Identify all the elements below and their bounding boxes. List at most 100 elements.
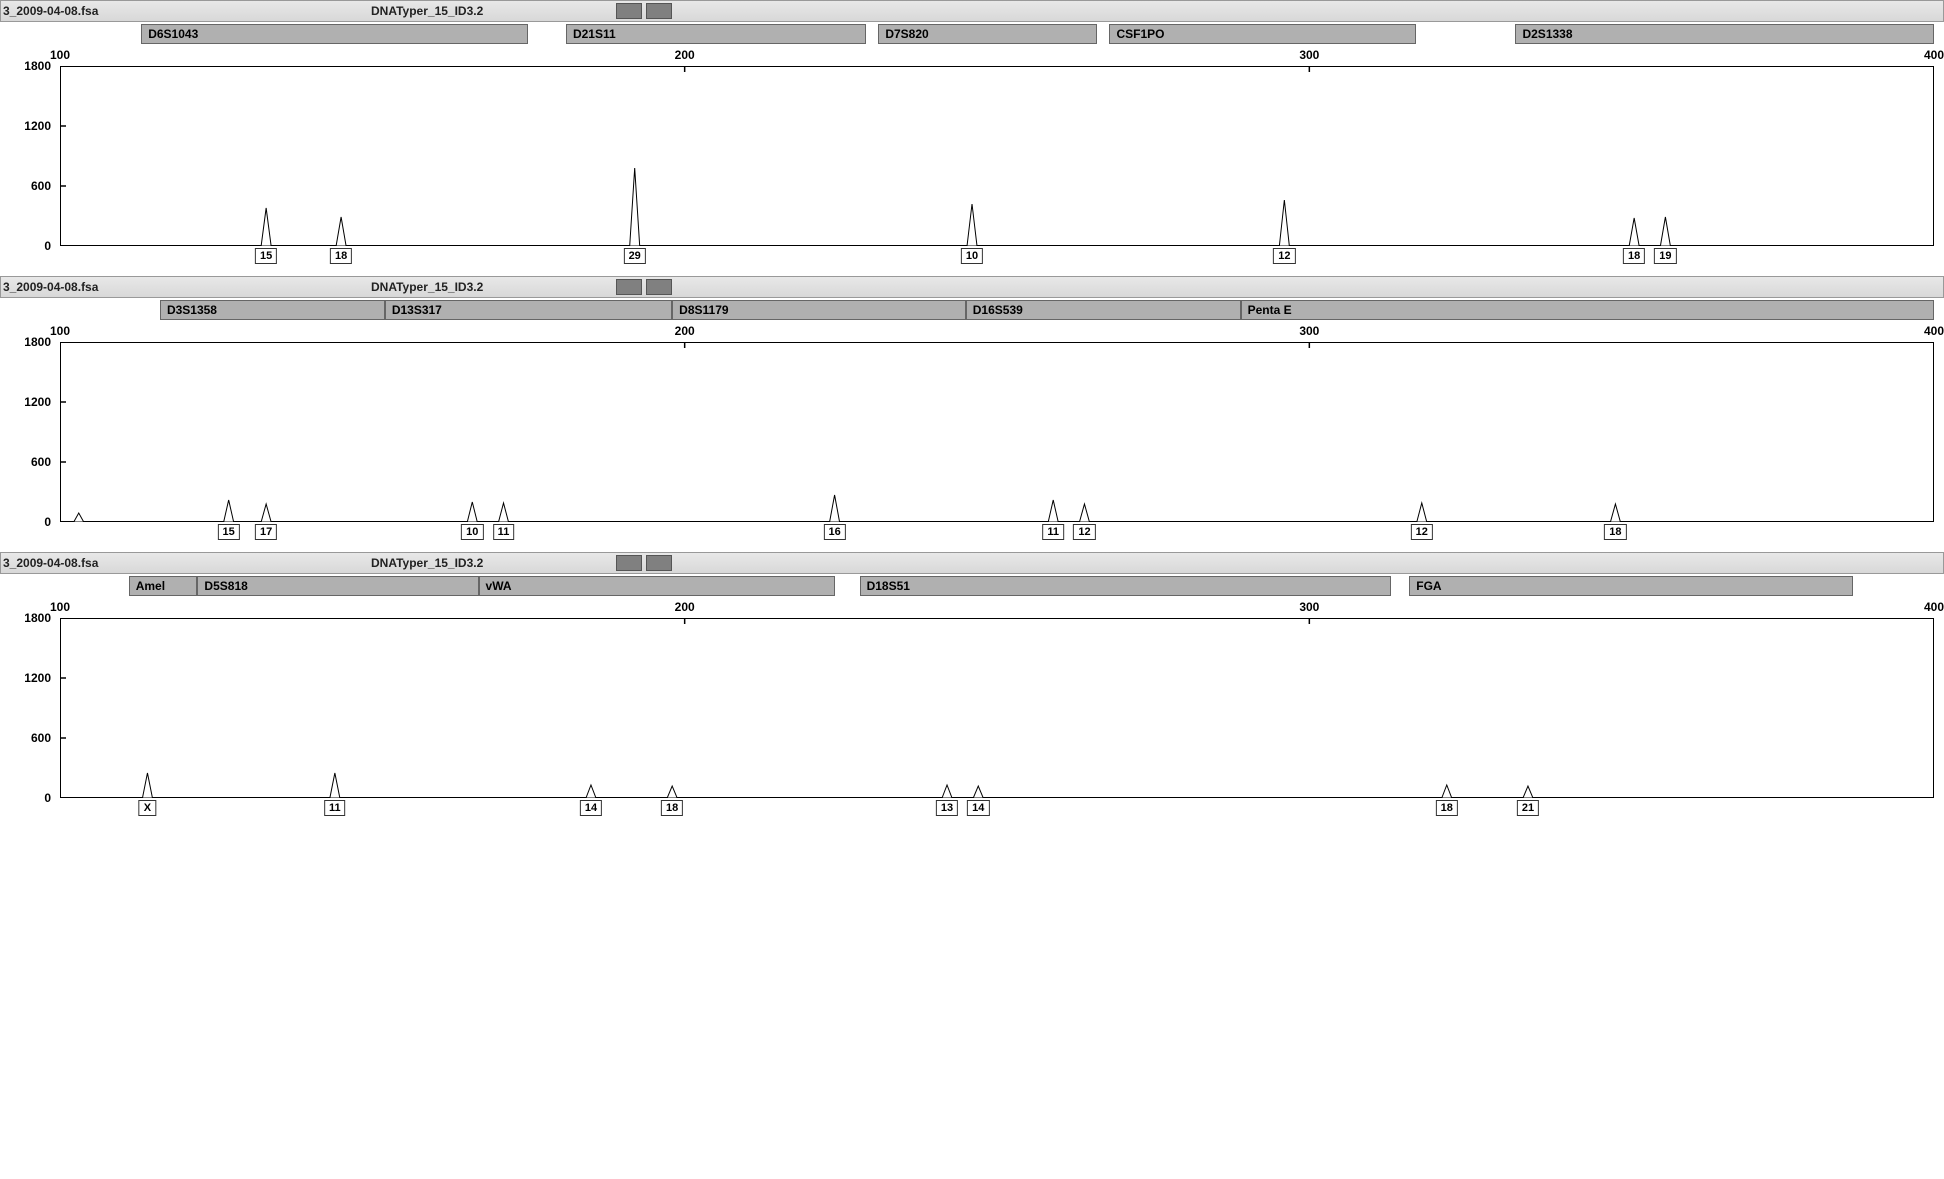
locus-label: D2S1338: [1515, 24, 1934, 44]
locus-label: D5S818: [197, 576, 478, 596]
locus-label: D3S1358: [160, 300, 385, 320]
allele-call[interactable]: 14: [580, 800, 602, 816]
filename-label: 3_2009-04-08.fsa: [3, 556, 98, 570]
locus-bar: AmelD5S818vWAD18S51FGA: [60, 576, 1934, 598]
allele-call[interactable]: 12: [1411, 524, 1433, 540]
electropherogram-svg: [60, 342, 1934, 522]
allele-call[interactable]: 29: [624, 248, 646, 264]
allele-call[interactable]: 11: [324, 800, 346, 816]
color-swatches: [616, 3, 672, 19]
x-axis-labels: 100200300400: [60, 324, 1934, 342]
electropherogram-panel: 3_2009-04-08.fsaDNATyper_15_ID3.2AmelD5S…: [0, 552, 1944, 820]
typer-label: DNATyper_15_ID3.2: [371, 280, 483, 294]
typer-label: DNATyper_15_ID3.2: [371, 4, 483, 18]
allele-call-row: X 11 14 18 13 14 18 21: [60, 798, 1934, 820]
y-tick-label: 0: [44, 791, 51, 805]
x-tick-label: 100: [50, 600, 70, 614]
locus-label: D21S11: [566, 24, 866, 44]
allele-call[interactable]: 12: [1273, 248, 1295, 264]
swatch-icon[interactable]: [616, 279, 642, 295]
locus-label: vWA: [479, 576, 835, 596]
electropherogram-panel: 3_2009-04-08.fsa DNATyper_15_ID3.2 D3S1358…: [0, 276, 1944, 544]
y-axis-labels: 060012001800: [5, 66, 55, 246]
allele-call[interactable]: X: [139, 800, 156, 816]
swatch-icon[interactable]: [646, 279, 672, 295]
allele-call[interactable]: 18: [1623, 248, 1645, 264]
x-tick-label: 200: [675, 48, 695, 62]
allele-call[interactable]: 12: [1073, 524, 1095, 540]
allele-call[interactable]: 15: [255, 248, 277, 264]
color-swatches: [616, 555, 672, 571]
allele-call[interactable]: 11: [1042, 524, 1064, 540]
allele-call-row: 15 18 29 10 12 18 19: [60, 246, 1934, 268]
x-axis-labels: 100200300400: [60, 48, 1934, 66]
allele-call[interactable]: 18: [330, 248, 352, 264]
x-tick-label: 300: [1299, 600, 1319, 614]
locus-label: D8S1179: [672, 300, 966, 320]
y-tick-label: 0: [44, 515, 51, 529]
locus-bar: D3S1358D13S317D8S1179D16S539Penta E: [60, 300, 1934, 322]
typer-label: DNATyper_15_ID3.2: [371, 556, 483, 570]
x-tick-label: 400: [1924, 48, 1944, 62]
locus-bar: D6S1043 D21S11 D7S820 CSF1PO D2S1338: [60, 24, 1934, 46]
x-tick-label: 100: [50, 324, 70, 338]
y-tick-label: 1800: [24, 59, 51, 73]
y-axis-labels: 060012001800: [5, 618, 55, 798]
x-tick-label: 200: [675, 600, 695, 614]
y-tick-label: 600: [31, 731, 51, 745]
filename-label: 3_2009-04-08.fsa: [3, 280, 98, 294]
panel-header: 3_2009-04-08.fsa DNATyper_15_ID3.2: [0, 0, 1944, 22]
allele-call[interactable]: 11: [493, 524, 515, 540]
x-tick-label: 400: [1924, 324, 1944, 338]
allele-call[interactable]: 18: [1604, 524, 1626, 540]
locus-label: FGA: [1409, 576, 1853, 596]
plot-area[interactable]: 060012001800: [60, 66, 1934, 246]
y-tick-label: 600: [31, 455, 51, 469]
locus-label: D18S51: [860, 576, 1391, 596]
locus-label: CSF1PO: [1109, 24, 1415, 44]
locus-label: Penta E: [1241, 300, 1934, 320]
swatch-icon[interactable]: [646, 555, 672, 571]
allele-call[interactable]: 16: [823, 524, 845, 540]
allele-call[interactable]: 21: [1517, 800, 1539, 816]
x-tick-label: 300: [1299, 48, 1319, 62]
swatch-icon[interactable]: [616, 555, 642, 571]
allele-call[interactable]: 13: [936, 800, 958, 816]
electropherogram-panel: 3_2009-04-08.fsa DNATyper_15_ID3.2 D6S1043…: [0, 0, 1944, 268]
x-tick-label: 200: [675, 324, 695, 338]
y-tick-label: 0: [44, 239, 51, 253]
y-axis-labels: 060012001800: [5, 342, 55, 522]
panel-header: 3_2009-04-08.fsa DNATyper_15_ID3.2: [0, 276, 1944, 298]
allele-call[interactable]: 18: [1436, 800, 1458, 816]
color-swatches: [616, 279, 672, 295]
y-tick-label: 1200: [24, 119, 51, 133]
y-tick-label: 1200: [24, 671, 51, 685]
swatch-icon[interactable]: [646, 3, 672, 19]
allele-call[interactable]: 15: [218, 524, 240, 540]
y-tick-label: 1800: [24, 611, 51, 625]
y-tick-label: 1200: [24, 395, 51, 409]
swatch-icon[interactable]: [616, 3, 642, 19]
locus-label: D13S317: [385, 300, 672, 320]
y-tick-label: 1800: [24, 335, 51, 349]
x-axis-labels: 100200300400: [60, 600, 1934, 618]
plot-area[interactable]: 060012001800: [60, 618, 1934, 798]
x-tick-label: 100: [50, 48, 70, 62]
x-tick-label: 400: [1924, 600, 1944, 614]
panel-header: 3_2009-04-08.fsa DNATyper_15_ID3.2: [0, 552, 1944, 574]
x-tick-label: 300: [1299, 324, 1319, 338]
locus-label: D7S820: [878, 24, 1097, 44]
filename-label: 3_2009-04-08.fsa: [3, 4, 98, 18]
electropherogram-svg: [60, 66, 1934, 246]
allele-call[interactable]: 19: [1654, 248, 1676, 264]
allele-call[interactable]: 14: [967, 800, 989, 816]
plot-area[interactable]: 060012001800: [60, 342, 1934, 522]
allele-call[interactable]: 17: [255, 524, 277, 540]
y-tick-label: 600: [31, 179, 51, 193]
locus-label: D6S1043: [141, 24, 528, 44]
allele-call[interactable]: 10: [461, 524, 483, 540]
allele-call[interactable]: 10: [961, 248, 983, 264]
electropherogram-svg: [60, 618, 1934, 798]
allele-call[interactable]: 18: [661, 800, 683, 816]
allele-call-row: 15 17 10 11 16 11 12 12 18: [60, 522, 1934, 544]
